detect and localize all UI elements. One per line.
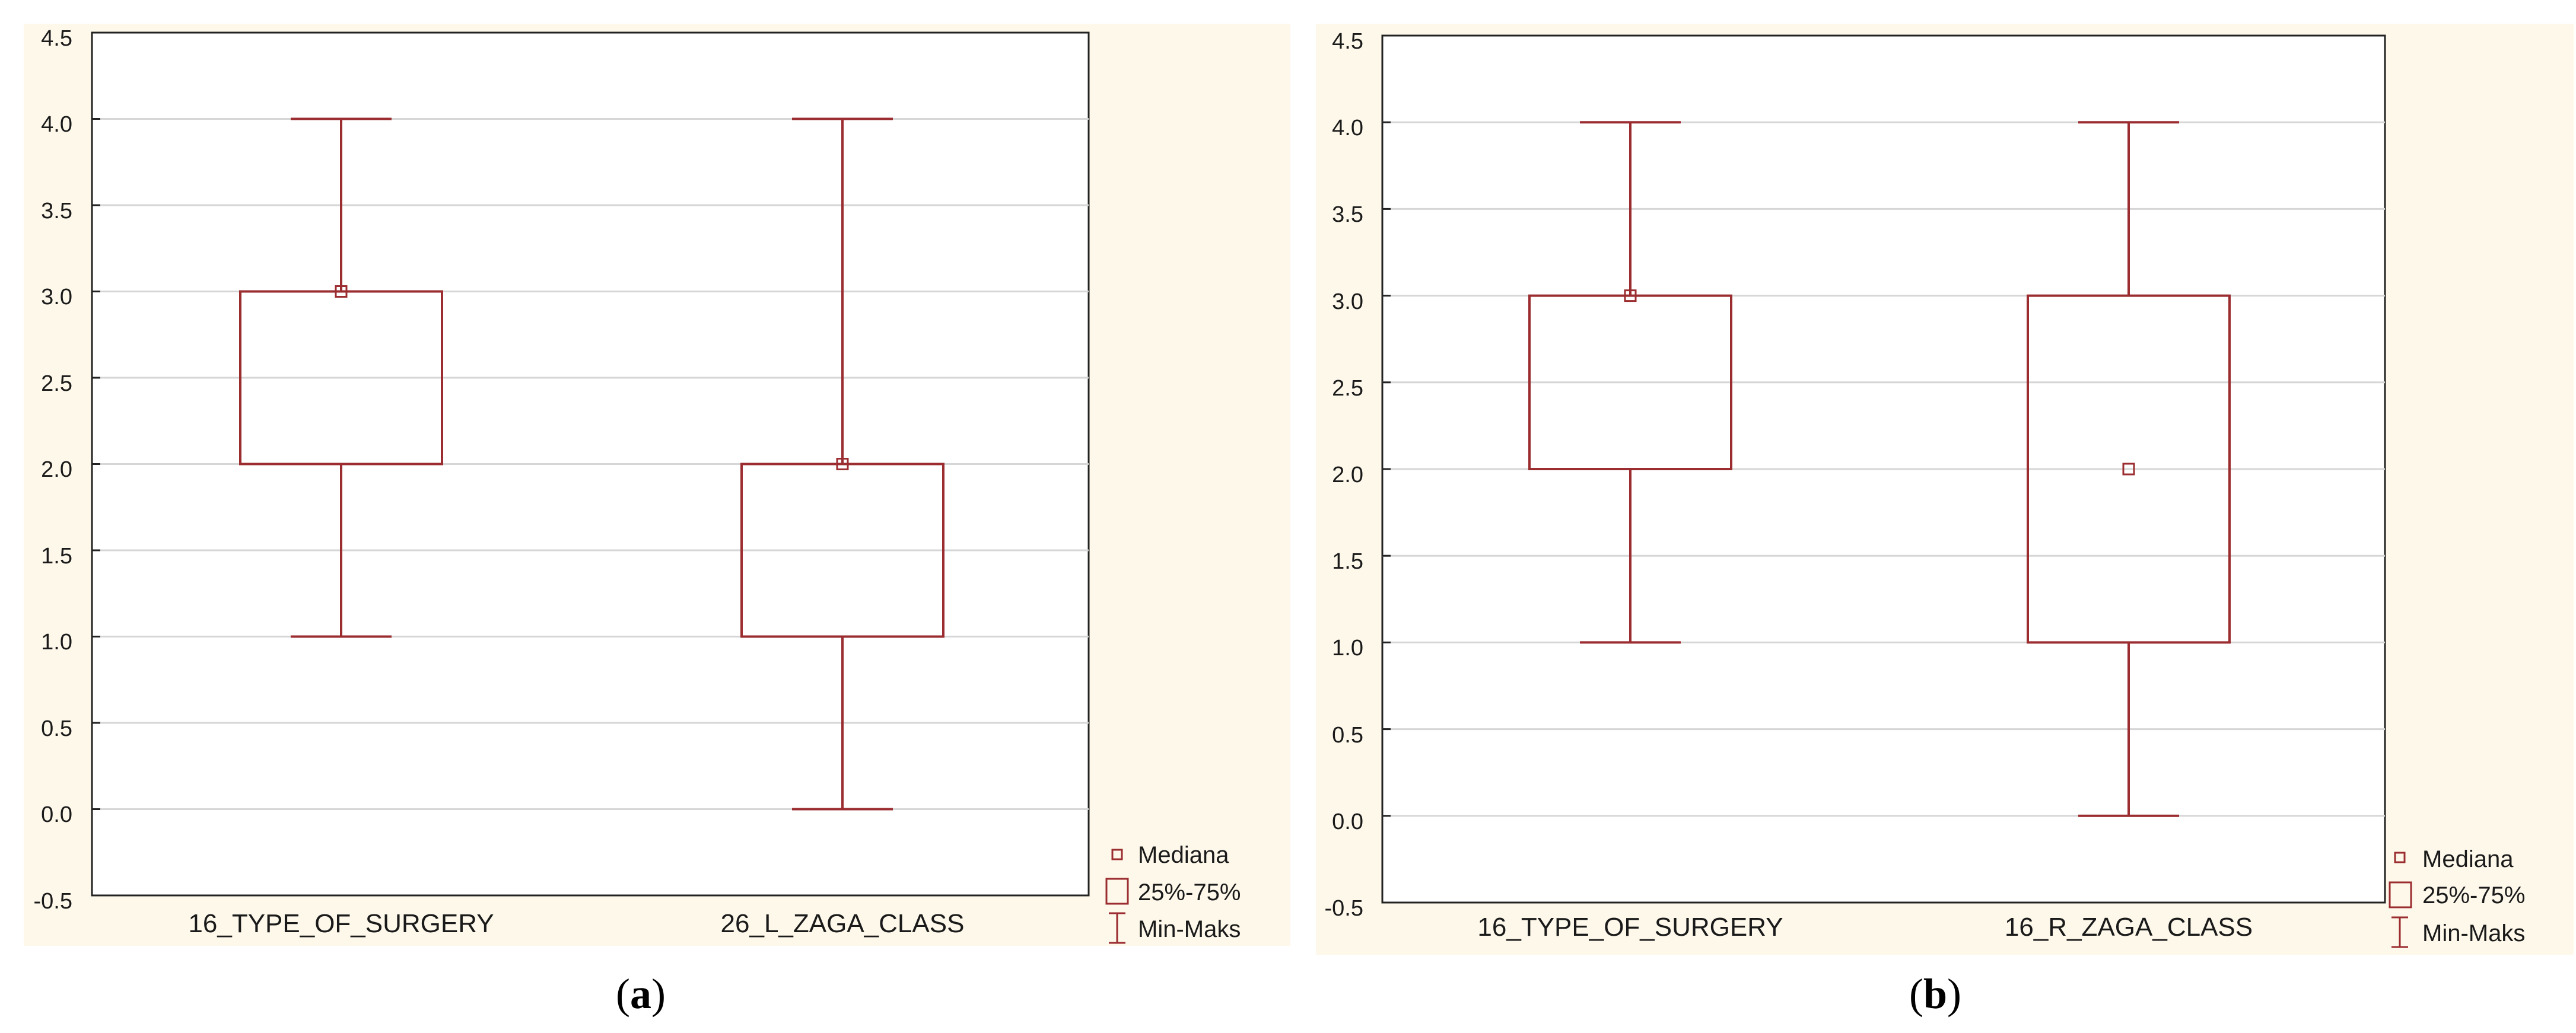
panel-b-boxes <box>1528 121 2231 817</box>
chart-panel-a: 4.5 4.0 3.5 3.0 2.5 2.0 1.5 1.0 0.5 0.0 … <box>24 24 1290 946</box>
iqr-box <box>2027 294 2231 644</box>
panel-a-y-tick-label: 3.5 <box>41 199 72 224</box>
legend-box-label: 25%-75% <box>1138 879 1241 906</box>
panel-a-y-tick-label: 2.0 <box>41 457 72 482</box>
panel-b-caption: (b) <box>1909 970 1961 1018</box>
legend-whisker-label: Min-Maks <box>1138 916 1241 942</box>
panel-b-y-tick-label: 2.5 <box>1332 376 1363 401</box>
panel-a-y-tick-labels: 4.5 4.0 3.5 3.0 2.5 2.0 1.5 1.0 0.5 0.0 … <box>34 26 72 914</box>
panel-b-category-label-2: 16_R_ZAGA_CLASS <box>2005 913 2253 942</box>
chart-panel-b: 4.5 4.0 3.5 3.0 2.5 2.0 1.5 1.0 0.5 0.0 … <box>1316 24 2574 955</box>
panel-b-y-tick-label: 4.0 <box>1332 116 1363 141</box>
panel-a-category-label-2: 26_L_ZAGA_CLASS <box>721 909 965 938</box>
iqr-box <box>1528 294 1732 470</box>
boxplot-26-l-zaga-class <box>740 117 944 811</box>
boxplot-16-r-zaga-class <box>2027 121 2231 817</box>
panel-a-x-tick-labels: 16_TYPE_OF_SURGERY 26_L_ZAGA_CLASS <box>188 909 964 938</box>
boxplot-16-type-of-surgery <box>1528 121 1732 644</box>
panel-a-gridlines <box>92 118 1089 810</box>
panel-b-y-tick-label: 3.5 <box>1332 202 1363 227</box>
median-marker <box>1624 289 1637 302</box>
legend-median-label: Mediana <box>1138 842 1229 868</box>
panel-b-y-tick-labels: 4.5 4.0 3.5 3.0 2.5 2.0 1.5 1.0 0.5 0.0 … <box>1325 29 1363 921</box>
legend-median-label: Mediana <box>2422 846 2514 872</box>
legend-whisker-symbol <box>1109 912 1125 944</box>
panel-a-category-label-1: 16_TYPE_OF_SURGERY <box>188 909 494 938</box>
panel-a-y-tick-label: 2.5 <box>41 371 72 396</box>
panel-b-y-tick-label: 0.5 <box>1332 723 1363 748</box>
panel-a-caption-letter: a <box>630 970 651 1018</box>
panel-b-y-tick-label: 4.5 <box>1332 29 1363 54</box>
legend-median-symbol <box>2394 852 2406 863</box>
panel-b-y-tick-label: 1.5 <box>1332 549 1363 574</box>
panel-b-legend: Mediana 25%-75% Min-Maks <box>2389 846 2525 948</box>
panel-a-y-tick-label: 1.5 <box>41 544 72 569</box>
panel-b-y-tick-label: 1.0 <box>1332 636 1363 661</box>
legend-whisker-symbol <box>2391 916 2408 948</box>
panel-b-y-tick-label: 2.0 <box>1332 463 1363 487</box>
panel-b-y-ticks <box>1382 34 1391 904</box>
panel-a-legend: Mediana 25%-75% Min-Maks <box>1105 842 1241 944</box>
panel-b-caption-letter: b <box>1923 970 1947 1018</box>
boxplot-16-type-of-surgery <box>239 117 443 638</box>
panel-a-y-tick-label: 4.0 <box>41 112 72 137</box>
panel-b-y-tick-label: -0.5 <box>1325 896 1363 921</box>
median-marker <box>335 285 348 298</box>
legend-median-symbol <box>1111 849 1123 860</box>
median-marker <box>2122 463 2135 476</box>
iqr-box <box>740 463 944 638</box>
panel-a-boxes <box>239 117 944 811</box>
iqr-box <box>239 290 443 466</box>
panel-a-y-ticks <box>92 31 100 897</box>
panel-a-caption: (a) <box>616 970 666 1018</box>
panel-a-y-tick-label: 1.0 <box>41 630 72 655</box>
legend-whisker-label: Min-Maks <box>2422 920 2525 946</box>
median-marker <box>836 458 849 470</box>
panel-a-y-tick-label: 0.5 <box>41 716 72 741</box>
panel-b-y-tick-label: 3.0 <box>1332 289 1363 314</box>
legend-box-label: 25%-75% <box>2422 882 2525 908</box>
panel-a-y-tick-label: 4.5 <box>41 26 72 51</box>
panel-b-category-label-1: 16_TYPE_OF_SURGERY <box>1477 913 1783 942</box>
legend-box-symbol <box>1105 878 1129 905</box>
panel-a-y-tick-label: 0.0 <box>41 802 72 827</box>
panel-b-x-tick-labels: 16_TYPE_OF_SURGERY 16_R_ZAGA_CLASS <box>1477 913 2253 942</box>
legend-box-symbol <box>2389 881 2412 908</box>
panel-b-y-tick-label: 0.0 <box>1332 809 1363 834</box>
panel-a-y-tick-label: -0.5 <box>34 889 72 914</box>
panel-a-y-tick-label: 3.0 <box>41 285 72 310</box>
